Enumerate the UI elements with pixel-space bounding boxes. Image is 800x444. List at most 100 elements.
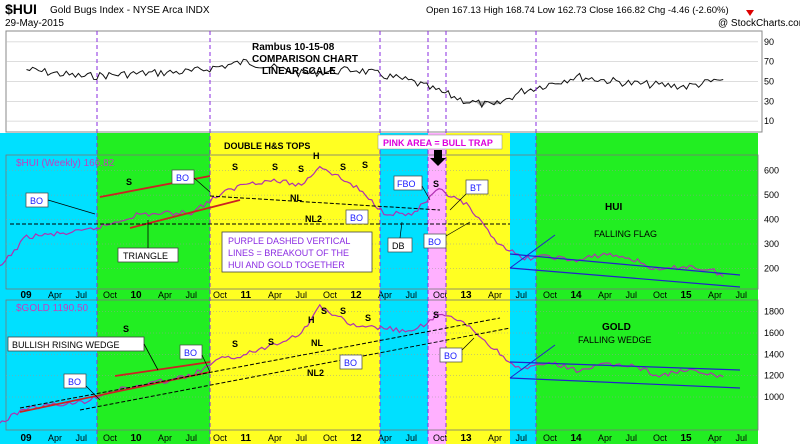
x-tick-label: Oct: [653, 433, 668, 443]
marker-s: S: [321, 306, 327, 316]
fbo-box: FBO: [393, 175, 431, 201]
x-tick-label: Jul: [186, 433, 198, 443]
bo-text: BO: [184, 348, 197, 358]
x-tick-label: Oct: [103, 433, 118, 443]
bo-text: BO: [68, 377, 81, 387]
x-tick-label: Apr: [708, 433, 722, 443]
hui-flag-entry: [509, 234, 556, 269]
x-tick-label: Oct: [323, 290, 338, 300]
bullish-wedge-label: BULLISH RISING WEDGE: [7, 336, 159, 371]
x-tick-label: Oct: [213, 433, 228, 443]
x-tick-label: 09: [21, 290, 33, 301]
bo-text: BO: [30, 196, 43, 206]
triangle-text: TRIANGLE: [123, 251, 168, 261]
hui-flag-upper: [509, 253, 741, 276]
purple-note: PURPLE DASHED VERTICAL LINES = BREAKOUT …: [221, 231, 373, 273]
double-hs-label: DOUBLE H&S TOPS: [220, 138, 324, 152]
x-tick-label: Apr: [598, 290, 612, 300]
marker-s: S: [433, 310, 439, 320]
x-tick-label: Oct: [653, 290, 668, 300]
x-tick-label: 12: [351, 433, 363, 444]
bo-box: BO: [439, 337, 475, 363]
down-arrow-icon: [746, 10, 754, 16]
bo-text: BO: [344, 358, 357, 368]
zone-pink: [428, 133, 446, 444]
bt-box: BT: [449, 179, 489, 211]
x-tick-label: Apr: [268, 290, 282, 300]
x-tick-label: Jul: [76, 290, 88, 300]
x-tick-label: Jul: [406, 433, 418, 443]
x-tick-label: 13: [461, 290, 473, 301]
db-text: DB: [392, 241, 405, 251]
hui-panel: [5, 154, 759, 290]
bo-box: BO: [171, 169, 211, 193]
x-tick-label: Jul: [296, 290, 308, 300]
gold-y-axis: 1000 1200 1400 1600 1800: [764, 307, 784, 402]
hui-trendlines: [10, 175, 741, 288]
marker-h: H: [313, 151, 320, 161]
x-tick-label: Oct: [433, 433, 448, 443]
x-tick-label: Apr: [378, 290, 392, 300]
y-tick-label: 500: [764, 190, 779, 200]
fbo-text: FBO: [397, 179, 416, 189]
purple-note-1: PURPLE DASHED VERTICAL: [228, 236, 350, 246]
y-tick-label: 30: [764, 96, 774, 106]
pink-area-text: PINK AREA = BULL TRAP: [383, 138, 493, 148]
x-tick-label: Jul: [736, 290, 748, 300]
x-tick-label: Apr: [158, 433, 172, 443]
x-tick-label: Apr: [488, 433, 502, 443]
hui-label: HUI: [605, 202, 622, 213]
y-tick-label: 1600: [764, 328, 784, 338]
gold-wedge-upper: [509, 361, 741, 371]
zone-cyan-3: [510, 133, 536, 444]
x-tick-label: Jul: [516, 290, 528, 300]
y-tick-label: 70: [764, 57, 774, 67]
x-tick-label: 12: [351, 290, 363, 301]
marker-s: S: [340, 162, 346, 172]
bo-text: BO: [176, 173, 189, 183]
background-zones: [0, 133, 758, 444]
header-name: Gold Bugs Index - NYSE Arca INDX: [50, 5, 210, 16]
hui-series-label: $HUI (Weekly) 166.82: [16, 158, 115, 169]
bo-box: BO: [25, 192, 96, 215]
title-line-2: COMPARISON CHART: [252, 54, 358, 65]
purple-note-3: HUI AND GOLD TOGETHER: [228, 260, 345, 270]
hui-x-axis: 09 Apr Jul Oct 10 Apr Jul Oct 11 Apr Jul Oct 12 Apr Ju…: [21, 290, 748, 301]
falling-wedge-text: FALLING WEDGE: [578, 335, 652, 345]
y-tick-label: 200: [764, 263, 779, 273]
marker-s: S: [232, 162, 238, 172]
pink-area-label: PINK AREA = BULL TRAP: [377, 134, 503, 150]
gold-neckline-2: [79, 327, 511, 411]
x-tick-label: Oct: [103, 290, 118, 300]
rsi-gridlines: [6, 41, 758, 122]
purple-note-2: LINES = BREAKOUT OF THE: [228, 248, 349, 258]
hui-y-axis: 200 300 400 500 600: [764, 166, 779, 274]
hui-price-line: [0, 165, 724, 277]
y-tick-label: 90: [764, 37, 774, 47]
title-line-3: LINEAR SCALE: [262, 66, 336, 77]
gold-trendlines: [19, 317, 741, 413]
y-tick-label: 1400: [764, 349, 784, 359]
marker-nl2: NL2: [305, 214, 322, 224]
hui-right-labels: HUI FALLING FLAG GOLD FALLING WEDGE: [574, 202, 680, 346]
pattern-markers: S S S H S S S S NL NL2 S S S H S S S S N…: [123, 151, 439, 378]
gold-wedge-lower: [509, 377, 741, 389]
x-tick-label: 15: [681, 290, 693, 301]
gold-label: GOLD: [602, 322, 631, 333]
bo-labels: BO BO BO FBO BT BO DB: [25, 169, 489, 401]
falling-flag-text: FALLING FLAG: [594, 229, 657, 239]
gold-neckline-1: [19, 317, 501, 409]
bo-box: BO: [63, 373, 101, 401]
bullish-wedge-text: BULLISH RISING WEDGE: [12, 340, 120, 350]
x-tick-label: Jul: [186, 290, 198, 300]
x-tick-label: 10: [131, 433, 143, 444]
bo-text: BO: [444, 351, 457, 361]
bo-box: BO: [423, 221, 471, 249]
triangle-label: TRIANGLE: [117, 220, 179, 263]
zone-green-2: [536, 133, 758, 444]
rsi-y-axis: 10 30 50 70 90: [764, 37, 774, 126]
hui-flag-lower: [509, 267, 741, 288]
wedge-upper: [114, 361, 211, 377]
x-tick-label: 14: [571, 290, 583, 301]
